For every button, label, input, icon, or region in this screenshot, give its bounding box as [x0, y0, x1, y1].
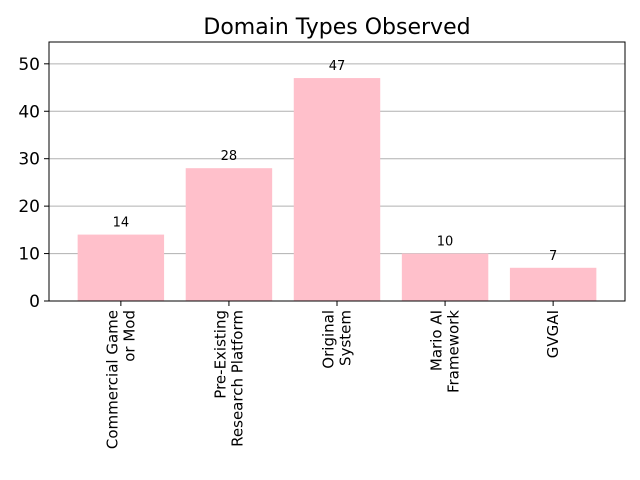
x-tick-label-line: Pre-Existing — [211, 310, 229, 399]
bar — [185, 168, 273, 301]
x-tick-label-line: GVGAI — [544, 310, 562, 358]
bar — [293, 78, 381, 301]
y-tick-label: 20 — [18, 197, 40, 217]
x-tick-label-line: System — [337, 310, 355, 366]
y-tick-label: 40 — [18, 102, 40, 122]
bar — [401, 253, 489, 301]
chart-title: Domain Types Observed — [203, 15, 470, 40]
y-tick-label: 0 — [29, 292, 40, 312]
data-label: 7 — [549, 249, 557, 264]
x-tick-label: Original System — [320, 310, 355, 369]
y-tick-label: 10 — [18, 245, 40, 265]
x-tick-label-line: or Mod — [120, 310, 138, 362]
bar — [509, 267, 597, 301]
x-tick-label: GVGAI — [544, 310, 562, 358]
x-tick-label: Mario AI Framework — [428, 310, 463, 393]
y-axis-ticks: 0 10 20 30 40 50 — [18, 55, 49, 312]
x-tick-label-line: Mario AI — [428, 310, 446, 371]
data-label: 10 — [437, 235, 454, 250]
x-axis-ticks: Commercial Game or Mod Pre-Existing Researc… — [103, 301, 562, 449]
y-tick-label: 50 — [18, 55, 40, 75]
data-label: 28 — [221, 149, 238, 164]
bars — [77, 78, 597, 301]
x-tick-label: Commercial Game or Mod — [103, 310, 138, 449]
x-tick-label-line: Commercial Game — [103, 310, 121, 449]
x-tick-label-line: Research Platform — [228, 310, 246, 447]
data-label: 14 — [113, 216, 130, 231]
data-labels: 14 28 47 10 7 — [113, 59, 558, 264]
x-tick-label-line: Original — [320, 310, 338, 369]
x-tick-label-line: Framework — [445, 310, 463, 393]
data-label: 47 — [329, 59, 346, 74]
bar — [77, 234, 165, 301]
x-tick-label: Pre-Existing Research Platform — [211, 310, 246, 447]
y-tick-label: 30 — [18, 150, 40, 170]
